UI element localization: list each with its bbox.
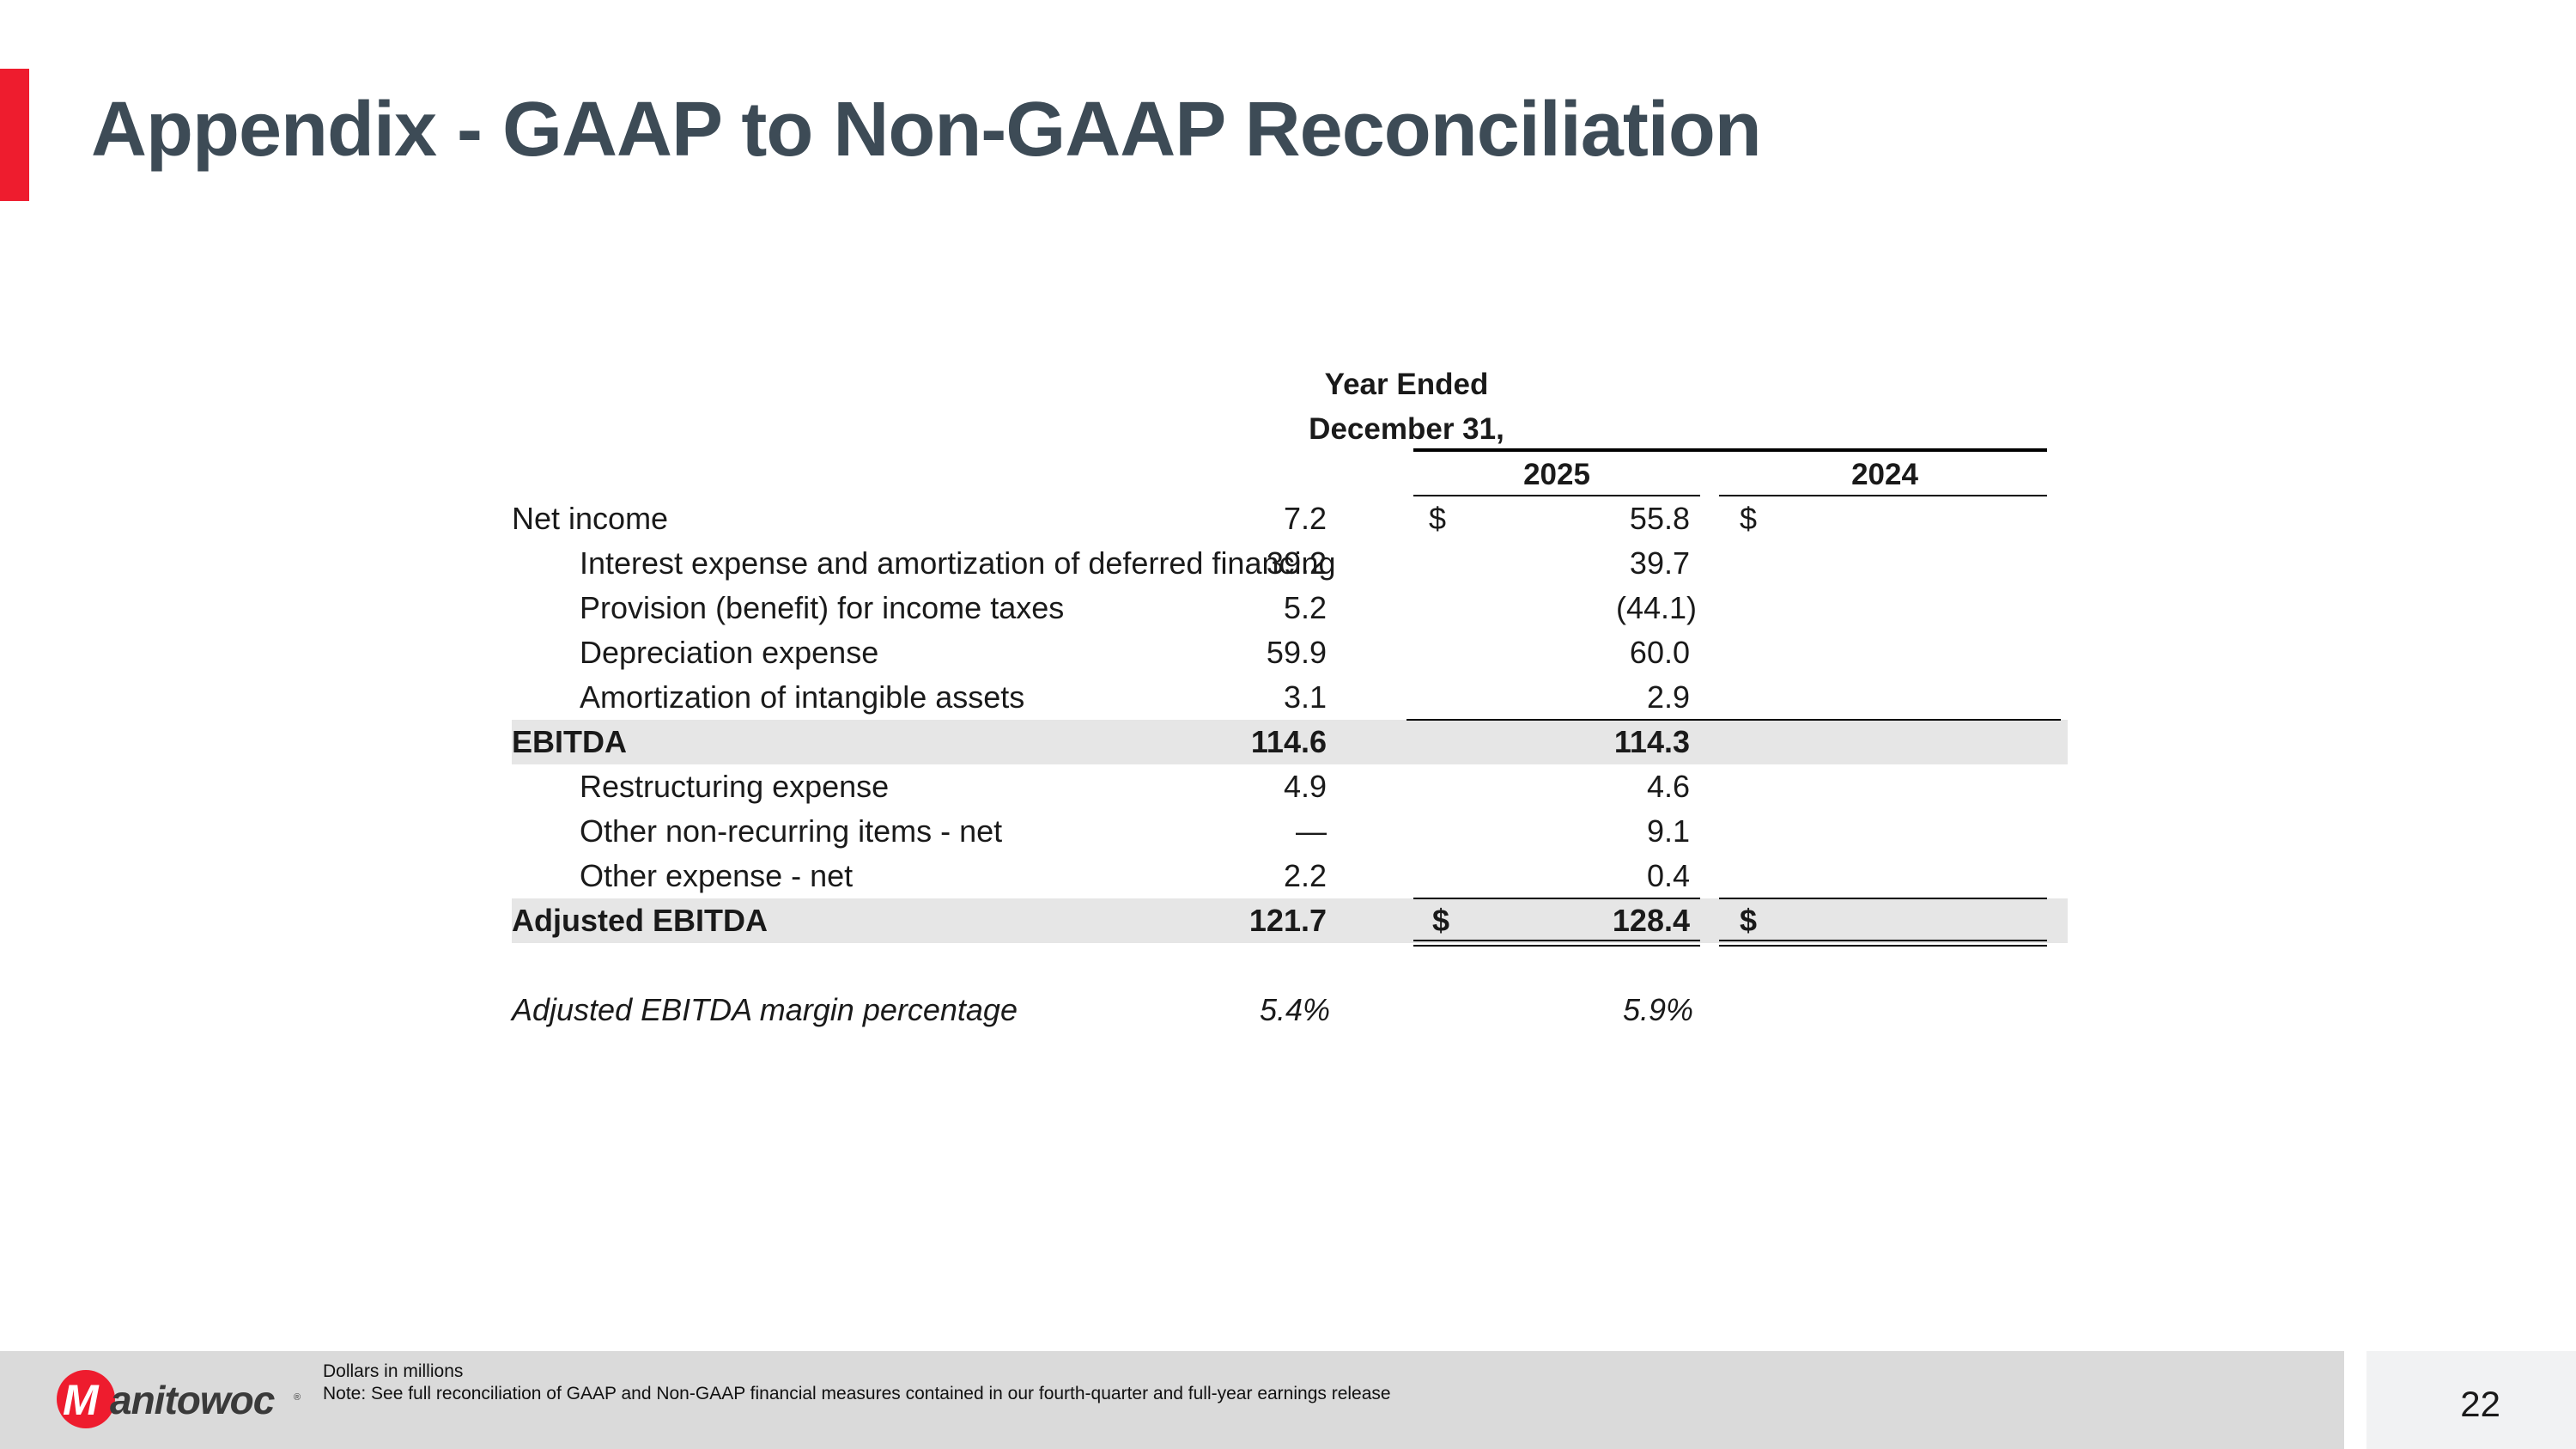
value-2024: 2.9 xyxy=(1646,679,1690,715)
table-row: Depreciation expense 59.9 60.0 xyxy=(505,630,2068,675)
value-2025: 39.2 xyxy=(1266,545,1327,581)
currency-symbol: $ xyxy=(1740,903,1758,938)
currency-symbol: $ xyxy=(1429,501,1447,536)
row-label: Interest expense and amortization of def… xyxy=(580,545,1336,581)
value-2025: 7.2 xyxy=(1283,501,1327,536)
adjusted-ebitda-band xyxy=(512,898,2068,943)
adjusted-rule-2024 xyxy=(1719,898,2047,899)
value-2025: 3.1 xyxy=(1283,679,1327,715)
value-2025: 4.9 xyxy=(1283,769,1327,804)
table-row: Amortization of intangible assets 3.1 2.… xyxy=(505,675,2068,720)
table-row: Other non-recurring items - net — 9.1 xyxy=(505,809,2068,854)
row-label: Provision (benefit) for income taxes xyxy=(580,590,1065,625)
header-rule xyxy=(1413,448,2047,452)
logo-wordmark: anitowoc xyxy=(110,1378,275,1422)
value-2025: 2.2 xyxy=(1283,858,1327,893)
double-rule-2024-b xyxy=(1719,945,2047,947)
footnote-units: Dollars in millions xyxy=(323,1361,464,1381)
currency-symbol: $ xyxy=(1740,501,1758,536)
value-2024: 55.8 xyxy=(1629,501,1690,536)
value-2025: 5.4% xyxy=(1259,992,1330,1027)
double-rule-2025-b xyxy=(1413,945,1700,947)
logo-circle: M xyxy=(57,1370,115,1428)
value-2025: 5.2 xyxy=(1283,590,1327,625)
reconciliation-table: Year Ended December 31, 2025 2024 Net in… xyxy=(505,0,2068,1449)
table-row: Net income $ 7.2 $ 55.8 xyxy=(505,496,2068,541)
page-number-box: 22 xyxy=(2366,1351,2576,1449)
currency-symbol: $ xyxy=(1432,903,1450,938)
value-2024: 39.7 xyxy=(1629,545,1690,581)
table-row: Other expense - net 2.2 0.4 xyxy=(505,854,2068,898)
row-label: EBITDA xyxy=(512,724,627,759)
column-rule-2025 xyxy=(1413,495,1700,496)
double-rule-2025-a xyxy=(1413,940,1700,941)
row-label: Restructuring expense xyxy=(580,769,890,804)
row-label: Net income xyxy=(512,501,669,536)
table-row: Restructuring expense 4.9 4.6 xyxy=(505,764,2068,809)
table-row: Interest expense and amortization of def… xyxy=(505,541,2068,586)
table-row: Provision (benefit) for income taxes 5.2… xyxy=(505,586,2068,630)
value-2024: 5.9% xyxy=(1622,992,1693,1027)
row-label: Adjusted EBITDA xyxy=(512,903,769,938)
footnote-reconciliation: Note: See full reconciliation of GAAP an… xyxy=(323,1384,1391,1403)
adjusted-rule-2025 xyxy=(1413,898,1700,899)
value-2024: 114.3 xyxy=(1613,724,1690,759)
footer-bar: M anitowoc ® Dollars in millions Note: S… xyxy=(0,1351,2344,1449)
value-2024: 0.4 xyxy=(1646,858,1690,893)
double-rule-2024-a xyxy=(1719,940,2047,941)
column-header-2025: 2025 xyxy=(1523,458,1590,491)
row-label: Adjusted EBITDA margin percentage xyxy=(512,992,1018,1027)
table-row-margin: Adjusted EBITDA margin percentage 5.4% 5… xyxy=(505,988,2068,1032)
page-number: 22 xyxy=(2460,1384,2500,1424)
title-accent-bar xyxy=(0,69,29,201)
manitowoc-logo: M anitowoc ® xyxy=(57,1370,306,1432)
row-label: Amortization of intangible assets xyxy=(580,679,1025,715)
column-rule-2024 xyxy=(1719,495,2047,496)
value-2024: 128.4 xyxy=(1612,903,1690,938)
value-2024: (44.1) xyxy=(1615,590,1697,625)
row-label: Depreciation expense xyxy=(580,635,879,670)
ebitda-band xyxy=(512,720,2068,764)
table-row-ebitda: EBITDA 114.6 114.3 xyxy=(505,720,2068,764)
table-row-adjusted-ebitda: Adjusted EBITDA $ 121.7 $ 128.4 xyxy=(505,898,2068,943)
row-label: Other non-recurring items - net xyxy=(580,813,1003,849)
slide-title: Appendix - GAAP to Non-GAAP Reconciliati… xyxy=(91,87,1762,173)
ebitda-rule xyxy=(1406,719,2061,721)
column-header-2024: 2024 xyxy=(1851,458,1918,491)
value-2025: — xyxy=(1296,813,1327,849)
row-label: Other expense - net xyxy=(580,858,854,893)
value-2025: 59.9 xyxy=(1266,635,1327,670)
registered-mark: ® xyxy=(294,1392,301,1403)
value-2024: 4.6 xyxy=(1646,769,1690,804)
logo-initial: M xyxy=(63,1376,99,1424)
value-2024: 9.1 xyxy=(1646,813,1690,849)
value-2025: 114.6 xyxy=(1250,724,1327,759)
value-2024: 60.0 xyxy=(1629,635,1690,670)
value-2025: 121.7 xyxy=(1249,903,1327,938)
